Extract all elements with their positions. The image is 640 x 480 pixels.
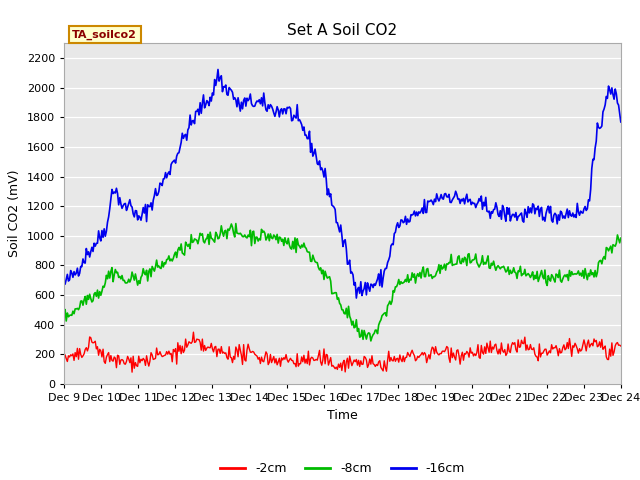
Y-axis label: Soil CO2 (mV): Soil CO2 (mV) — [8, 170, 21, 257]
X-axis label: Time: Time — [327, 408, 358, 421]
Legend: -2cm, -8cm, -16cm: -2cm, -8cm, -16cm — [215, 457, 470, 480]
Text: TA_soilco2: TA_soilco2 — [72, 30, 137, 40]
Title: Set A Soil CO2: Set A Soil CO2 — [287, 23, 397, 38]
